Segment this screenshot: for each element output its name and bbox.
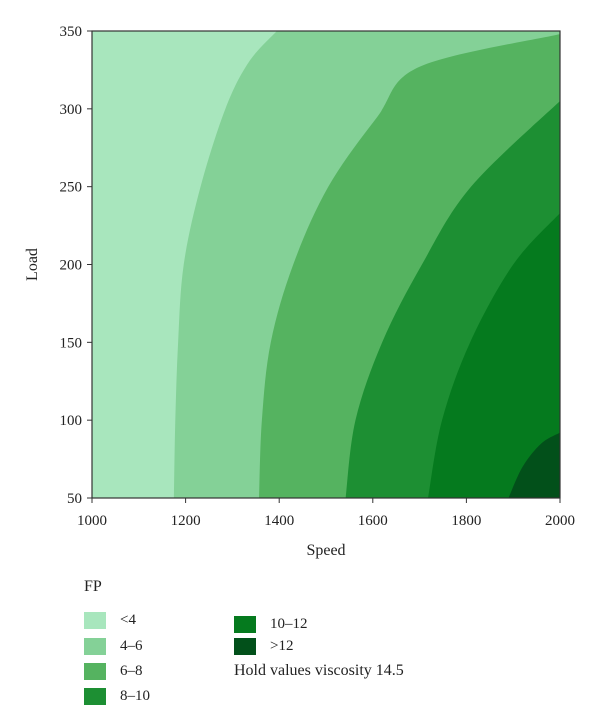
contour-band-10–12 [428, 213, 560, 498]
x-tick-label: 1600 [358, 513, 388, 529]
legend-item-8-10: 8–10 [84, 686, 150, 706]
legend-label: <4 [120, 611, 136, 628]
y-axis-title: Load [24, 248, 41, 281]
x-tick-label: 1000 [77, 513, 107, 529]
legend-swatch [84, 662, 106, 680]
y-tick-label: 200 [60, 258, 83, 274]
y-tick-label: 50 [67, 491, 82, 507]
y-tick-label: 350 [60, 24, 83, 40]
legend-label: 6–8 [120, 662, 143, 679]
legend: FP <4 4–6 6–8 8–10 10–12 >12 Hold values… [84, 578, 504, 718]
legend-item-lt4: <4 [84, 610, 136, 630]
legend-item-10-12: 10–12 [234, 614, 308, 634]
legend-swatch [234, 637, 256, 655]
legend-label: 10–12 [270, 615, 308, 632]
legend-label: >12 [270, 637, 294, 654]
x-tick-label: 2000 [545, 513, 575, 529]
legend-swatch [84, 687, 106, 705]
contour-band->12 [508, 432, 560, 498]
x-tick-label: 1400 [264, 513, 294, 529]
y-tick-label: 100 [60, 413, 83, 429]
legend-label: 4–6 [120, 637, 143, 654]
y-tick-label: 250 [60, 180, 83, 196]
x-tick-label: 1200 [171, 513, 201, 529]
x-tick-label: 1800 [451, 513, 481, 529]
legend-item-6-8: 6–8 [84, 661, 143, 681]
legend-swatch [84, 637, 106, 655]
contour-chart: 1000 1200 1400 1600 1800 2000 50 100 150 200 250 30… [24, 24, 576, 559]
legend-item-4-6: 4–6 [84, 636, 143, 656]
y-tick-label: 300 [60, 102, 83, 118]
legend-item-gt12: >12 [234, 636, 293, 656]
legend-label: 8–10 [120, 687, 150, 704]
legend-swatch [234, 615, 256, 633]
y-tick-label: 150 [60, 335, 83, 351]
hold-values-note: Hold values viscosity 14.5 [234, 662, 404, 679]
x-axis-title: Speed [306, 542, 345, 559]
contour-bands [92, 31, 560, 499]
legend-title: FP [84, 578, 102, 595]
axis-ticks: 1000 1200 1400 1600 1800 2000 50 100 150 200 250 30… [60, 24, 576, 529]
legend-swatch [84, 611, 106, 629]
